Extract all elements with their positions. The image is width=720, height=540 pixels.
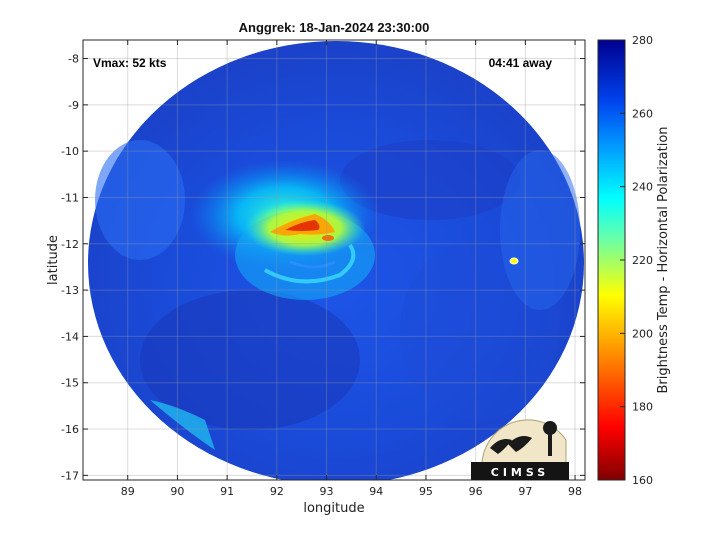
time-away-annotation: 04:41 away [489, 56, 553, 70]
cyclone-core-hot [285, 220, 320, 231]
x-tick-label: 92 [270, 485, 284, 498]
colorbar-tick-label: 160 [632, 474, 653, 487]
x-tick-label: 94 [369, 485, 383, 498]
dark-band [340, 140, 520, 220]
small-cell [509, 257, 519, 265]
logo-tower [548, 428, 552, 456]
y-tick-label: -17 [61, 469, 79, 482]
light-band [500, 150, 580, 310]
x-tick-label: 89 [121, 485, 135, 498]
chart-title: Anggrek: 18-Jan-2024 23:30:00 [239, 20, 430, 35]
gridlines [83, 40, 585, 480]
x-tick-label: 95 [419, 485, 433, 498]
x-axis-ticks: 89 90 91 92 93 94 95 96 97 98 [121, 40, 582, 498]
y-tick-label: -12 [61, 238, 79, 251]
y-tick-label: -9 [68, 99, 79, 112]
y-axis-label: latitude [46, 235, 61, 285]
y-axis-ticks: -8 -9 -10 -11 -12 -13 -14 -15 -16 -17 [61, 53, 585, 482]
x-tick-label: 91 [220, 485, 234, 498]
x-tick-label: 93 [320, 485, 334, 498]
spiral-band [264, 243, 356, 284]
colorbar-label: Brightness Temp - Horizontal Polarizatio… [656, 126, 671, 393]
cyan-edge [150, 400, 215, 450]
cimss-logo: CIMSS [471, 419, 569, 480]
y-tick-label: -13 [61, 284, 79, 297]
x-tick-label: 98 [568, 485, 582, 498]
y-tick-label: -16 [61, 423, 79, 436]
colorbar-tick-label: 240 [632, 181, 653, 194]
spiral-band [289, 260, 336, 269]
x-axis-label: longitude [303, 501, 364, 516]
vmax-annotation: Vmax: 52 kts [93, 56, 167, 70]
colorbar-tick-label: 200 [632, 327, 653, 340]
logo-tower-tank [543, 421, 557, 435]
dark-band [140, 290, 360, 430]
x-tick-label: 90 [170, 485, 184, 498]
y-tick-label: -8 [68, 53, 79, 66]
logo-text: CIMSS [491, 466, 549, 479]
y-tick-label: -14 [61, 330, 79, 343]
x-tick-label: 96 [469, 485, 483, 498]
axes-frame [82, 39, 586, 481]
x-tick-label: 97 [518, 485, 532, 498]
colorbar-ticks: 160 180 200 220 240 260 280 [620, 34, 653, 487]
colorbar-tick-label: 260 [632, 107, 653, 120]
colorbar-tick-label: 220 [632, 254, 653, 267]
light-band [95, 140, 185, 260]
y-tick-label: -11 [61, 191, 79, 204]
y-tick-label: -10 [61, 145, 79, 158]
logo-banner [471, 462, 569, 480]
logo-dishes [490, 436, 532, 454]
swath-image [88, 41, 584, 480]
colorbar-tick-label: 280 [632, 34, 653, 47]
cyclone-spot [322, 235, 334, 241]
colorbar-tick-label: 180 [632, 401, 653, 414]
y-tick-label: -15 [61, 377, 79, 390]
